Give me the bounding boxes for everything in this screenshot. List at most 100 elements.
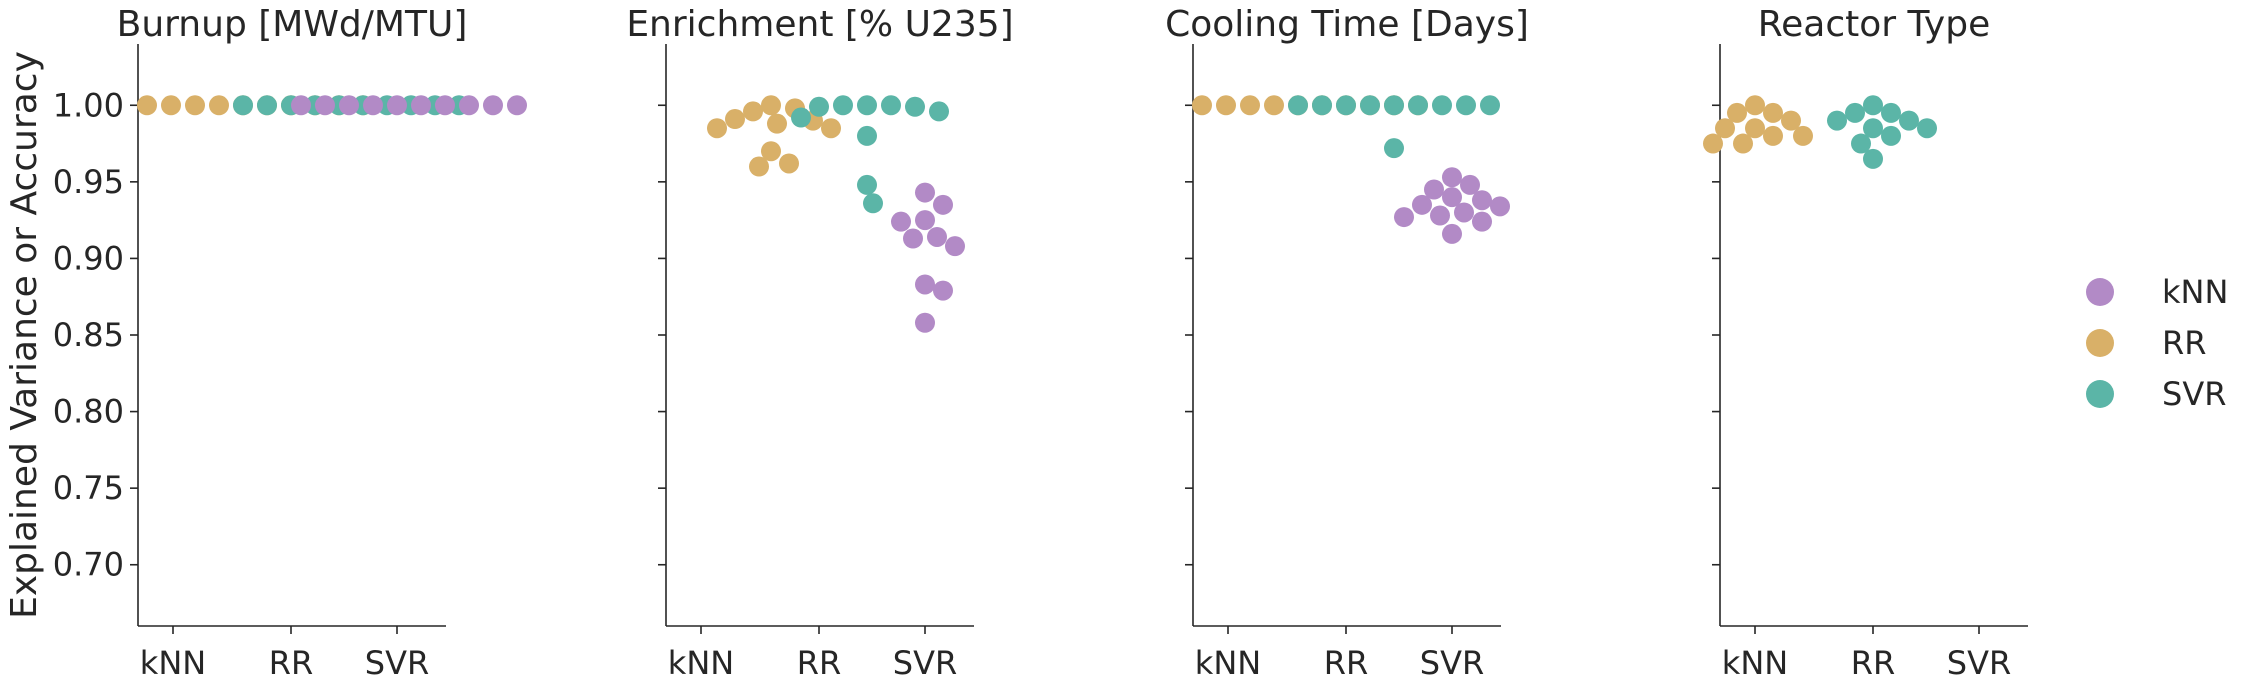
x-tick-label: RR [797, 644, 841, 682]
data-point [915, 210, 935, 231]
data-point [1827, 110, 1847, 131]
data-point [905, 96, 925, 117]
data-point [1288, 95, 1308, 116]
data-point [1881, 125, 1901, 146]
data-point [725, 109, 745, 130]
x-tick-label: RR [269, 644, 313, 682]
x-tick-label: SVR [1947, 644, 2011, 682]
y-tick-label: 0.80 [53, 393, 124, 431]
data-point [1454, 202, 1474, 223]
panel-title: Reactor Type [1758, 4, 1990, 45]
data-point [1472, 211, 1492, 232]
data-point [339, 95, 359, 116]
x-tick-label: SVR [365, 644, 429, 682]
data-point [1490, 196, 1510, 217]
data-point [315, 95, 335, 116]
data-point [435, 95, 455, 116]
data-point [1863, 95, 1883, 116]
data-point [1480, 95, 1500, 116]
data-point [1424, 179, 1444, 200]
data-point [459, 95, 479, 116]
data-point [1763, 102, 1783, 123]
data-point [707, 118, 727, 139]
y-tick-label: 0.70 [53, 546, 124, 584]
data-point [903, 228, 923, 249]
data-point [1745, 95, 1765, 116]
panel-title: Enrichment [% U235] [626, 4, 1013, 45]
data-point [1763, 125, 1783, 146]
data-point [1384, 138, 1404, 159]
panel-title: Burnup [MWd/MTU] [117, 4, 468, 45]
data-point [411, 95, 431, 116]
x-tick-label: kNN [1195, 644, 1261, 682]
data-point [945, 236, 965, 257]
data-point [833, 95, 853, 116]
x-tick-label: RR [1324, 644, 1368, 682]
data-point [1240, 95, 1260, 116]
data-point [257, 95, 277, 116]
data-point [1216, 95, 1236, 116]
data-point [915, 312, 935, 333]
legend-label: kNN [2162, 273, 2228, 311]
data-point [1442, 223, 1462, 244]
data-point [891, 211, 911, 232]
data-point [1703, 133, 1723, 154]
data-point [1917, 118, 1937, 139]
data-point [915, 182, 935, 203]
data-point [1727, 102, 1747, 123]
data-point [291, 95, 311, 116]
panel-title: Cooling Time [Days] [1165, 4, 1529, 45]
data-point [1430, 205, 1450, 226]
data-point [1408, 95, 1428, 116]
x-tick-label: SVR [1420, 644, 1484, 682]
legend-label: SVR [2162, 375, 2226, 413]
data-point [933, 280, 953, 301]
data-point [1715, 118, 1735, 139]
y-tick-label: 0.75 [53, 469, 124, 507]
data-point [767, 113, 787, 134]
data-point [1192, 95, 1212, 116]
data-point [1863, 118, 1883, 139]
data-point [1845, 102, 1865, 123]
data-point [929, 101, 949, 122]
x-tick-label: kNN [140, 644, 206, 682]
data-point [1793, 125, 1813, 146]
data-point [1336, 95, 1356, 116]
data-point [791, 107, 811, 128]
data-point [809, 96, 829, 117]
data-point [1733, 133, 1753, 154]
data-point [1442, 187, 1462, 208]
legend-marker [2086, 380, 2114, 408]
data-point [1781, 110, 1801, 131]
legend-label: RR [2162, 324, 2206, 362]
data-point [1312, 95, 1332, 116]
data-point [483, 95, 503, 116]
x-tick-label: SVR [893, 644, 957, 682]
x-tick-label: kNN [668, 644, 734, 682]
data-point [1863, 148, 1883, 169]
data-point [857, 125, 877, 146]
x-tick-label: kNN [1722, 644, 1788, 682]
data-point [387, 95, 407, 116]
data-point [1851, 133, 1871, 154]
data-point [1412, 194, 1432, 215]
data-point [857, 174, 877, 195]
data-point [1460, 174, 1480, 195]
data-point [863, 193, 883, 214]
y-tick-label: 1.00 [53, 86, 124, 124]
data-point [1456, 95, 1476, 116]
data-point [363, 95, 383, 116]
data-point [857, 95, 877, 116]
data-point [1384, 95, 1404, 116]
data-point [1360, 95, 1380, 116]
data-point [915, 274, 935, 295]
data-point [881, 95, 901, 116]
data-point [507, 95, 527, 116]
y-tick-label: 0.90 [53, 239, 124, 277]
data-point [927, 226, 947, 247]
data-point [1442, 167, 1462, 188]
data-point [209, 95, 229, 116]
data-point [233, 95, 253, 116]
data-point [1899, 110, 1919, 131]
